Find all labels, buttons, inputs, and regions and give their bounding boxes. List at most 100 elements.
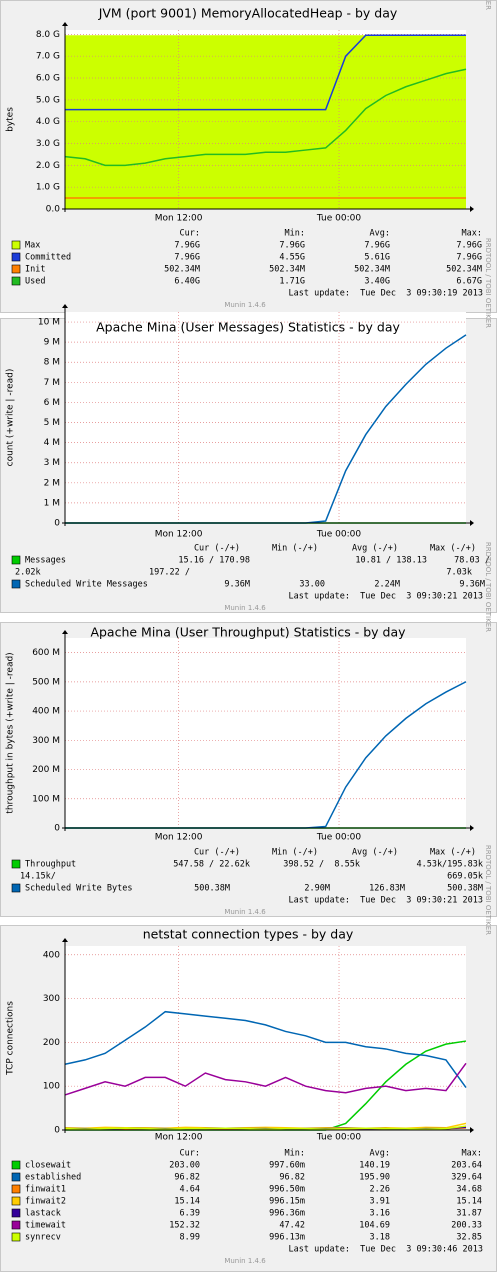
legend-value: 7.96G: [364, 241, 390, 251]
legend-value: 996.13m: [269, 1233, 305, 1243]
legend-swatch: [11, 1220, 21, 1230]
legend-value: 14.15k/: [20, 872, 56, 882]
legend-value: 7.96G: [279, 241, 305, 251]
side-label: RRDTOOL / TOBI OETIKER: [484, 845, 492, 935]
legend-value: 7.96G: [174, 253, 200, 263]
y-tick-label: 600 M: [32, 648, 60, 658]
legend-value: 3.16: [370, 1209, 390, 1219]
y-axis-label: throughput in bytes (+write | -read): [6, 652, 16, 813]
legend-header: Avg:: [370, 1149, 390, 1159]
y-tick-label: 4 M: [44, 438, 60, 448]
plot-area: [65, 946, 466, 1130]
legend-value: 15.14: [174, 1197, 200, 1207]
legend-value: 96.82: [279, 1173, 305, 1183]
legend-swatch: [11, 1160, 21, 1170]
y-tick-label: 500 M: [32, 677, 60, 687]
legend-value: 997.60m: [269, 1161, 305, 1171]
series-line: [64, 68, 467, 167]
legend-value: 195.90: [359, 1173, 390, 1183]
y-tick-label: 0: [54, 824, 60, 834]
legend-value: 500.38M: [447, 884, 483, 894]
x-tick-label: Tue 00:00: [316, 1133, 361, 1143]
legend-value: 15.16 / 170.98: [178, 556, 250, 566]
y-tick-label: 200 M: [32, 765, 60, 775]
series-line: [65, 34, 466, 111]
y-tick-label: 7.0 G: [36, 52, 60, 62]
legend-value: 3.18: [370, 1233, 390, 1243]
legend-value: 126.83M: [369, 884, 405, 894]
legend-swatch: [11, 883, 21, 893]
legend-value: 6.67G: [456, 277, 482, 287]
legend-value: 203.64: [451, 1161, 482, 1171]
y-axis-label: TCP connections: [6, 1001, 16, 1076]
legend-swatch: [11, 1196, 21, 1206]
y-tick-label: 5 M: [44, 418, 60, 428]
y-tick-label: 2 M: [44, 478, 60, 488]
legend-swatch: [11, 252, 21, 262]
y-tick-label: 300: [43, 994, 60, 1004]
last-update: Last update: Tue Dec 3 09:30:21 2013: [289, 592, 483, 602]
y-tick-label: 0: [54, 1126, 60, 1136]
axis-arrow: [62, 938, 68, 942]
legend-header: Min (-/+): [272, 544, 318, 554]
legend-value: 7.96G: [174, 241, 200, 251]
plot-area: [65, 638, 466, 828]
axis-arrow: [470, 1127, 474, 1133]
legend-value: 398.52 / 8.55k: [283, 860, 360, 870]
legend-value: 32.85: [456, 1233, 482, 1243]
legend-name: timewait: [25, 1221, 66, 1231]
y-tick-label: 6 M: [44, 398, 60, 408]
legend-value: 152.32: [169, 1221, 200, 1231]
legend-name: Init: [25, 265, 45, 275]
legend-name: finwait2: [25, 1197, 66, 1207]
y-tick-label: 1 M: [44, 498, 60, 508]
legend-header: Min (-/+): [272, 848, 318, 858]
series-line: [64, 1062, 467, 1096]
legend-swatch: [11, 555, 21, 565]
legend-name: lastack: [25, 1209, 61, 1219]
legend-value: 10.81 / 138.13: [355, 556, 427, 566]
legend-name: Committed: [25, 253, 71, 263]
legend-value: 96.82: [174, 1173, 200, 1183]
legend-header: Max:: [462, 229, 482, 239]
legend-value: 2.24M: [374, 580, 400, 590]
legend-value: 9.36M: [224, 580, 250, 590]
legend-value: 7.96G: [456, 253, 482, 263]
legend-value: 34.68: [456, 1185, 482, 1195]
axis-arrow: [62, 304, 68, 308]
legend-value: 996.36m: [269, 1209, 305, 1219]
legend-name: closewait: [25, 1161, 71, 1171]
y-tick-label: 400: [43, 950, 60, 960]
series-area: [65, 35, 466, 209]
legend-value: 78.03 /: [454, 556, 490, 566]
y-tick-label: 10 M: [38, 318, 60, 328]
legend-header: Cur (-/+): [194, 544, 240, 554]
legend-value: 7.96G: [456, 241, 482, 251]
legend-swatch: [11, 240, 21, 250]
footer: Munin 1.4.6: [224, 604, 266, 612]
x-tick-label: Mon 12:00: [155, 530, 203, 540]
chart-title: netstat connection types - by day: [143, 927, 354, 942]
legend-name: Messages: [25, 556, 66, 566]
x-tick-label: Mon 12:00: [155, 1133, 203, 1143]
legend-value: 140.19: [359, 1161, 390, 1171]
legend-value: 500.38M: [194, 884, 230, 894]
legend-swatch: [11, 1232, 21, 1242]
legend-value: 47.42: [279, 1221, 305, 1231]
legend-swatch: [11, 859, 21, 869]
axis-arrow: [470, 520, 474, 526]
y-axis-label: bytes: [6, 107, 16, 132]
legend-value: 502.34M: [354, 265, 390, 275]
x-tick-label: Tue 00:00: [316, 214, 361, 224]
legend-header: Cur (-/+): [194, 848, 240, 858]
legend-header: Cur:: [180, 1149, 200, 1159]
y-tick-label: 400 M: [32, 707, 60, 717]
legend-value: 996.15m: [269, 1197, 305, 1207]
legend-value: 203.00: [169, 1161, 200, 1171]
y-tick-label: 100 M: [32, 794, 60, 804]
y-tick-label: 1.0 G: [36, 183, 60, 193]
legend-value: 33.00: [299, 580, 325, 590]
x-tick-label: Tue 00:00: [316, 833, 361, 843]
legend-value: 31.87: [456, 1209, 482, 1219]
y-tick-label: 300 M: [32, 736, 60, 746]
